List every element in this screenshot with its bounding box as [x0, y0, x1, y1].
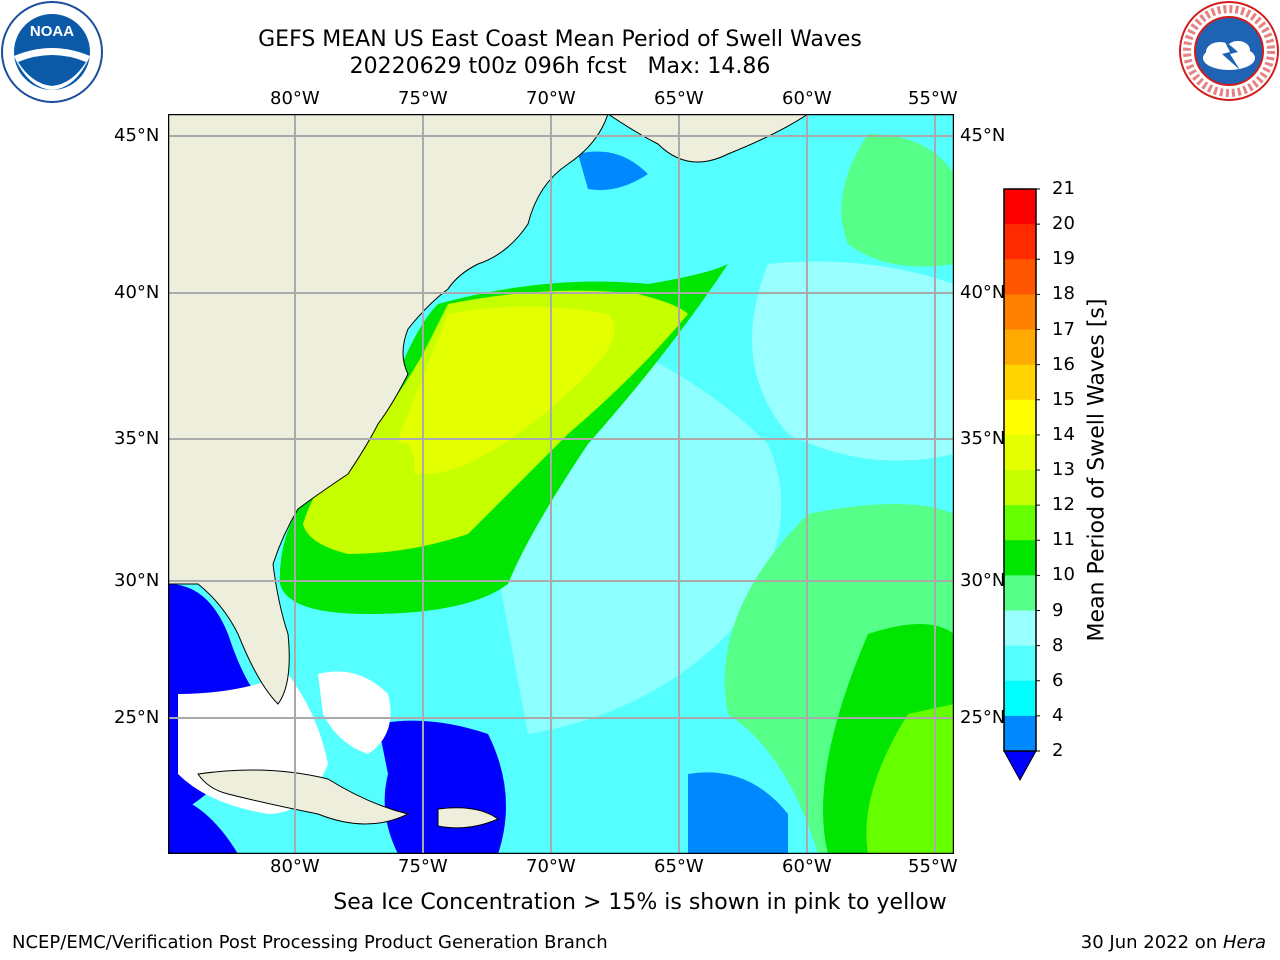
- lon-label-top: 65°W: [654, 88, 704, 109]
- map-title: GEFS MEAN US East Coast Mean Period of S…: [258, 27, 862, 52]
- lat-label-right: 40°N: [960, 282, 1006, 303]
- noaa-logo: NOAA: [1, 1, 103, 103]
- colorbar-segment: [1004, 645, 1036, 682]
- svg-text:NOAA: NOAA: [30, 23, 74, 40]
- lat-label-right: 25°N: [960, 707, 1006, 728]
- colorbar-segment: [1004, 715, 1036, 752]
- colorbar-segment: [1004, 224, 1036, 260]
- colorbar-tick-label: 20: [1052, 213, 1075, 235]
- lat-label-left: 40°N: [114, 282, 160, 303]
- map-frame: [168, 114, 954, 854]
- map-subtitle: 20220629 t00z 096h fcst Max: 14.86: [349, 54, 771, 79]
- colorbar-title: Mean Period of Swell Waves [s]: [1084, 298, 1110, 642]
- colorbar-tick-label: 14: [1052, 423, 1075, 445]
- colorbar-tick-label: 12: [1052, 494, 1075, 516]
- land-cuba: [197, 769, 410, 825]
- sea-ice-note: Sea Ice Concentration > 15% is shown in …: [333, 890, 947, 915]
- lon-label-top: 75°W: [398, 88, 448, 109]
- colorbar-under-arrow: [1003, 750, 1037, 782]
- nws-logo: [1179, 1, 1279, 101]
- colorbar-segment: [1004, 399, 1036, 436]
- colorbar-tick-label: 6: [1052, 669, 1064, 691]
- date-text: 30 Jun 2022 on Hera: [1081, 932, 1266, 953]
- lat-label-right: 45°N: [960, 125, 1006, 146]
- colorbar-segment: [1004, 680, 1036, 717]
- lon-label-bottom: 75°W: [398, 856, 448, 877]
- lon-label-top: 55°W: [908, 88, 958, 109]
- graticule: [168, 114, 954, 854]
- lon-label-top: 80°W: [270, 88, 320, 109]
- lon-label-bottom: 55°W: [908, 856, 958, 877]
- colorbar-tick-label: 11: [1052, 529, 1075, 551]
- colorbar-tick-label: 15: [1052, 388, 1075, 410]
- colorbar-tick-label: 9: [1052, 599, 1064, 621]
- date-label: 30 Jun 2022 on: [1080, 932, 1223, 953]
- colorbar-segment: [1004, 189, 1036, 225]
- land-canada: [607, 114, 809, 163]
- colorbar-tick-label: 17: [1052, 318, 1075, 340]
- machine-name: Hera: [1222, 932, 1266, 953]
- colorbar-tick-label: 19: [1052, 248, 1075, 270]
- colorbar-tick-label: 4: [1052, 704, 1064, 726]
- colorbar-segment: [1004, 505, 1036, 541]
- lat-label-left: 30°N: [114, 570, 160, 591]
- colorbar-tick-label: 21: [1052, 178, 1075, 199]
- lat-label-right: 30°N: [960, 570, 1006, 591]
- colorbar-tick-label: 2: [1052, 740, 1064, 761]
- lon-label-top: 70°W: [526, 88, 576, 109]
- land-north-america: [168, 114, 609, 705]
- colorbar-tick-label: 8: [1052, 634, 1064, 656]
- colorbar-segment: [1004, 470, 1036, 506]
- lat-label-left: 45°N: [114, 125, 160, 146]
- lon-label-bottom: 65°W: [654, 856, 704, 877]
- colorbar-segment: [1004, 610, 1036, 647]
- colorbar-tick-label: 16: [1052, 353, 1075, 375]
- colorbar: [1003, 188, 1040, 782]
- swell-period-map: [168, 114, 954, 854]
- lat-label-left: 35°N: [114, 428, 160, 449]
- lon-label-bottom: 60°W: [782, 856, 832, 877]
- land-hispaniola: [437, 807, 499, 829]
- lat-label-right: 35°N: [960, 428, 1006, 449]
- colorbar-segment: [1004, 575, 1036, 611]
- lon-label-top: 60°W: [782, 88, 832, 109]
- lat-label-left: 25°N: [114, 707, 160, 728]
- colorbar-segment: [1004, 434, 1036, 471]
- credit-text: NCEP/EMC/Verification Post Processing Pr…: [12, 932, 608, 953]
- colorbar-segment: [1004, 294, 1036, 330]
- colorbar-tick-label: 10: [1052, 564, 1075, 586]
- colorbar-segment: [1004, 364, 1036, 401]
- colorbar-tick-label: 13: [1052, 459, 1075, 480]
- colorbar-tick-label: 18: [1052, 283, 1075, 305]
- colorbar-segment: [1004, 329, 1036, 366]
- colorbar-segment: [1004, 540, 1036, 576]
- lon-label-bottom: 70°W: [526, 856, 576, 877]
- colorbar-segment: [1004, 259, 1036, 295]
- colorbar-frame: [1003, 188, 1037, 752]
- lon-label-bottom: 80°W: [270, 856, 320, 877]
